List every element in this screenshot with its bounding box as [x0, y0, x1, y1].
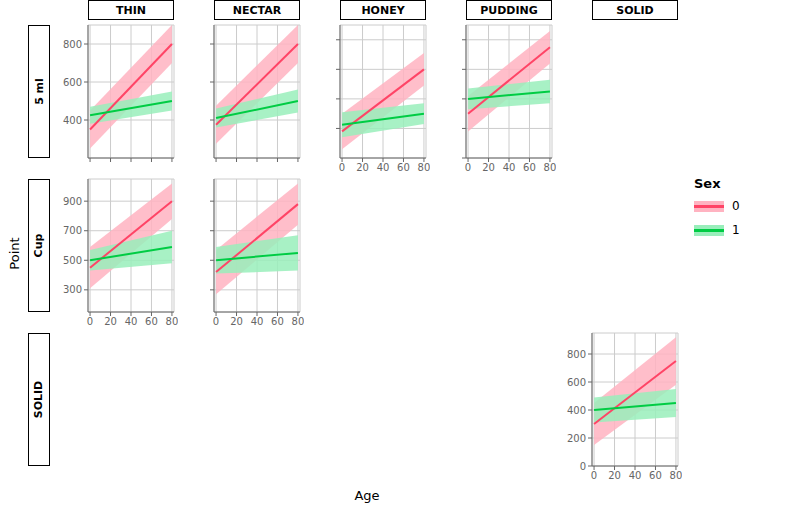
svg-text:60: 60 [649, 470, 662, 481]
html-text:NECTAR: NECTAR [232, 3, 282, 17]
html-text:SOLID: SOLID [32, 380, 46, 419]
svg-text:200: 200 [567, 433, 586, 444]
svg-text:40: 40 [251, 316, 264, 327]
svg-text:0: 0 [591, 470, 597, 481]
svg-text:700: 700 [63, 225, 82, 236]
svg-text:80: 80 [544, 162, 556, 173]
svg-text:20: 20 [356, 162, 369, 173]
html-text:HONEY: HONEY [361, 3, 405, 17]
svg-text:60: 60 [145, 316, 158, 327]
svg-text:0: 0 [339, 162, 345, 173]
svg-text:600: 600 [567, 377, 586, 388]
svg-text:80: 80 [418, 162, 430, 173]
svg-text:60: 60 [397, 162, 410, 173]
svg-text:20: 20 [104, 316, 117, 327]
svg-text:20: 20 [230, 316, 243, 327]
svg-text:300: 300 [63, 284, 82, 295]
svg-text:0: 0 [213, 316, 219, 327]
svg-text:400: 400 [63, 115, 82, 126]
svg-text:600: 600 [63, 77, 82, 88]
svg-text:80: 80 [292, 316, 304, 327]
html-text:PUDDING: PUDDING [480, 3, 538, 17]
svg-text:20: 20 [482, 162, 495, 173]
svg-text:40: 40 [629, 470, 642, 481]
html-text:Sex: Sex [694, 176, 721, 191]
svg-text:500: 500 [63, 255, 82, 266]
svg-text:40: 40 [503, 162, 516, 173]
svg-text:0: 0 [580, 461, 586, 472]
html-text:THIN: THIN [116, 3, 146, 17]
svg-text:800: 800 [567, 349, 586, 360]
svg-text:900: 900 [63, 196, 82, 207]
html-text:0: 0 [732, 199, 740, 213]
html-text:1: 1 [732, 223, 740, 237]
svg-text:0: 0 [465, 162, 471, 173]
svg-text:80: 80 [670, 470, 682, 481]
html-text:5 ml: 5 ml [32, 78, 46, 105]
svg-text:0: 0 [87, 316, 93, 327]
svg-text:80: 80 [166, 316, 178, 327]
html-text:Age: Age [354, 488, 380, 503]
svg-text:40: 40 [377, 162, 390, 173]
svg-text:40: 40 [125, 316, 138, 327]
html-text:Point: Point [6, 236, 22, 270]
svg-text:60: 60 [271, 316, 284, 327]
svg-text:400: 400 [567, 405, 586, 416]
html-text:SOLID: SOLID [616, 3, 654, 17]
svg-text:60: 60 [523, 162, 536, 173]
svg-text:800: 800 [63, 39, 82, 50]
svg-text:20: 20 [608, 470, 621, 481]
html-text:Cup: Cup [32, 233, 46, 258]
